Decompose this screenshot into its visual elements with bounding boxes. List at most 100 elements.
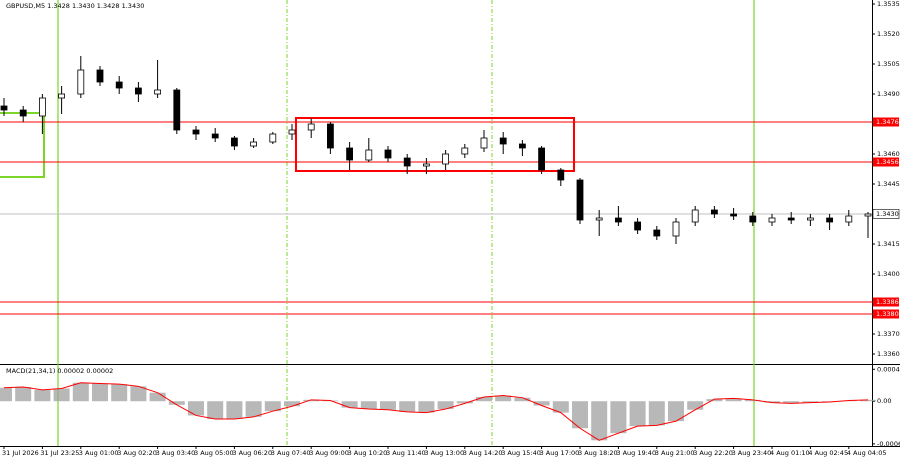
histogram-bar — [284, 401, 300, 407]
x-tick-label: 4 Aug 02:45 — [808, 449, 848, 457]
candle-body — [326, 123, 334, 149]
candle-body — [480, 137, 488, 149]
candle-body — [691, 209, 699, 223]
histogram-bar — [130, 386, 147, 402]
histogram-bar — [514, 397, 531, 402]
candle-body — [442, 153, 450, 165]
candle-body — [634, 221, 641, 231]
candle-body — [461, 147, 469, 155]
histogram-bar — [552, 401, 569, 413]
candle-body — [768, 217, 776, 223]
histogram-bar — [783, 401, 800, 404]
y-tick-label: 1.3490 — [877, 90, 900, 98]
chart-title: GBPUSD,M5 1.3428 1.3430 1.3428 1.3430 — [6, 2, 144, 10]
y-tick-label: 0.00 — [877, 397, 891, 405]
candle-body — [250, 141, 258, 147]
x-tick-label: 3 Aug 03:40 — [156, 449, 196, 457]
y-tick-label: 1.3415 — [877, 240, 900, 248]
candle-body — [711, 209, 718, 215]
x-tick-label: 3 Aug 19:40 — [616, 449, 656, 457]
histogram-bar — [72, 382, 89, 402]
histogram-bar — [495, 395, 512, 402]
histogram-bar — [668, 401, 684, 422]
histogram-bar — [168, 401, 185, 405]
x-tick-label: 3 Aug 17:00 — [540, 449, 580, 457]
histogram-bar — [34, 389, 51, 402]
candle-body — [730, 213, 737, 217]
candle-body — [19, 109, 27, 117]
x-tick-label: 31 Jul 23:25 — [40, 449, 79, 457]
candle-body — [288, 129, 296, 135]
x-tick-label: 3 Aug 14:20 — [463, 449, 503, 457]
candle-body — [307, 123, 315, 131]
histogram-bar — [687, 401, 704, 410]
candle-body — [58, 93, 65, 99]
x-tick-label: 3 Aug 13:00 — [424, 449, 464, 457]
histogram-bar — [92, 383, 108, 402]
candle-body — [499, 137, 507, 145]
candle-body — [211, 133, 219, 139]
candle-body — [365, 149, 373, 161]
histogram-bar — [303, 399, 320, 402]
x-tick-label: 3 Aug 11:40 — [386, 449, 426, 457]
candle-body — [173, 89, 181, 131]
histogram-bar — [399, 401, 416, 412]
histogram-bar — [610, 401, 627, 434]
y-tick-label: 1.3520 — [877, 30, 900, 38]
histogram-bar — [380, 401, 396, 410]
candle-body — [519, 143, 526, 149]
x-tick-label: 4 Aug 01:10 — [770, 449, 810, 457]
level-label: 1.3380 — [876, 310, 899, 318]
candle-body — [576, 179, 584, 221]
y-tick-label: -0.0006 — [877, 440, 900, 448]
y-tick-label: 1.3400 — [877, 270, 900, 278]
candle-body — [787, 217, 795, 221]
x-tick-label: 3 Aug 10:20 — [348, 449, 388, 457]
candle-body — [749, 215, 757, 223]
candle-body — [192, 129, 200, 135]
x-tick-label: 3 Aug 06:20 — [232, 449, 272, 457]
candle-body — [845, 215, 853, 223]
x-tick-label: 3 Aug 02:20 — [117, 449, 157, 457]
y-tick-label: 1.3535 — [877, 0, 900, 8]
candle-body — [269, 133, 277, 143]
candle-body — [0, 105, 8, 111]
y-tick-label: 1.3360 — [877, 350, 900, 358]
histogram-bar — [207, 401, 224, 419]
histogram-bar — [764, 401, 780, 403]
candle-body — [384, 149, 392, 159]
histogram-bar — [0, 387, 12, 402]
histogram-bar — [53, 388, 70, 402]
histogram-bar — [648, 401, 665, 426]
candle-body — [422, 163, 430, 167]
histogram-bar — [591, 401, 608, 441]
histogram-bar — [418, 401, 435, 413]
x-tick-label: 3 Aug 05:00 — [194, 449, 234, 457]
x-tick-label: 31 Jul 2026 — [2, 449, 39, 457]
histogram-bar — [245, 401, 262, 417]
histogram-bar — [437, 401, 454, 410]
candle-body — [557, 169, 565, 181]
candle-body — [826, 217, 833, 223]
histogram-bar — [264, 401, 281, 412]
x-tick-label: 3 Aug 07:40 — [271, 449, 311, 457]
histogram-bar — [360, 401, 377, 410]
indicator-title: MACD(21,34,1) 0.00002 0.00002 — [6, 367, 113, 375]
histogram-bar — [802, 401, 819, 403]
histogram-bar — [572, 401, 588, 429]
candle-body — [672, 221, 680, 237]
x-tick-label: 3 Aug 23:40 — [732, 449, 772, 457]
x-tick-label: 3 Aug 18:20 — [578, 449, 618, 457]
y-tick-label: 1.3505 — [877, 60, 900, 68]
x-tick-label: 3 Aug 01:00 — [79, 449, 119, 457]
candle-body — [864, 213, 872, 217]
histogram-bar — [149, 392, 166, 402]
candle-body — [96, 69, 104, 83]
level-label: 1.3456 — [876, 158, 899, 166]
histogram-bar — [226, 401, 243, 419]
level-label-box — [873, 309, 899, 319]
candle-body — [39, 97, 46, 117]
candle-body — [403, 157, 411, 167]
